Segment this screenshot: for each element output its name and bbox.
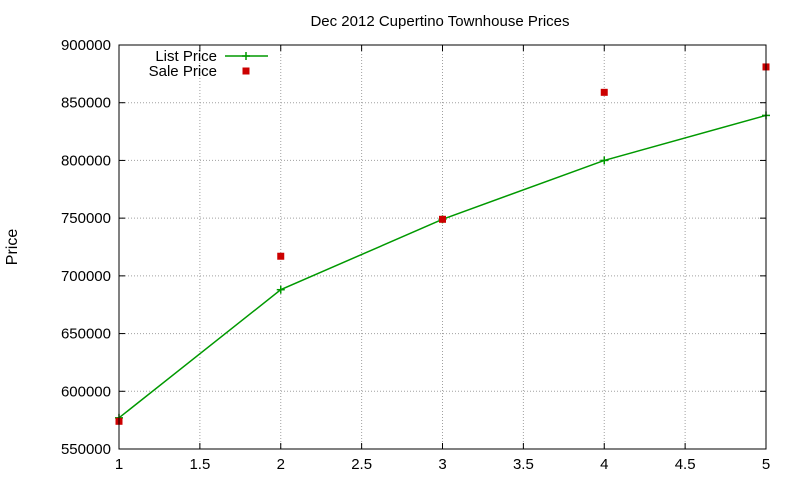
y-tick-label: 850000	[61, 95, 111, 112]
plot-frame	[118, 44, 767, 450]
data-point	[276, 285, 285, 294]
y-tick-label: 600000	[61, 383, 111, 400]
data-point	[600, 88, 608, 96]
data-point	[277, 252, 285, 260]
y-tick-label: 700000	[61, 268, 111, 285]
legend-marker	[242, 67, 250, 75]
x-tick-label: 1	[115, 456, 123, 473]
x-tick-label: 3.5	[513, 456, 534, 473]
y-tick-label: 800000	[61, 152, 111, 169]
x-tick-label: 5	[762, 456, 770, 473]
chart-title: Dec 2012 Cupertino Townhouse Prices	[310, 13, 569, 30]
x-tick-label: 4	[600, 456, 608, 473]
y-axis-label: Price	[4, 229, 21, 266]
legend-marker	[242, 52, 250, 60]
data-point	[600, 156, 609, 165]
y-tick-label: 550000	[61, 441, 111, 458]
axis-ticks: 1 1.5 2 2.5 3 3.5 4 4.5 5 550000 600000 650000 70000…	[61, 37, 770, 473]
x-tick-label: 3	[438, 456, 446, 473]
x-tick-label: 4.5	[675, 456, 696, 473]
grid	[119, 45, 766, 449]
y-tick-label: 750000	[61, 210, 111, 227]
x-tick-label: 2.5	[351, 456, 372, 473]
x-tick-label: 1.5	[189, 456, 210, 473]
x-tick-label: 2	[277, 456, 285, 473]
legend-label: Sale Price	[149, 63, 217, 80]
y-tick-label: 650000	[61, 326, 111, 343]
legend-label: List Price	[155, 48, 217, 65]
y-tick-label: 900000	[61, 37, 111, 54]
data-point	[439, 215, 446, 223]
